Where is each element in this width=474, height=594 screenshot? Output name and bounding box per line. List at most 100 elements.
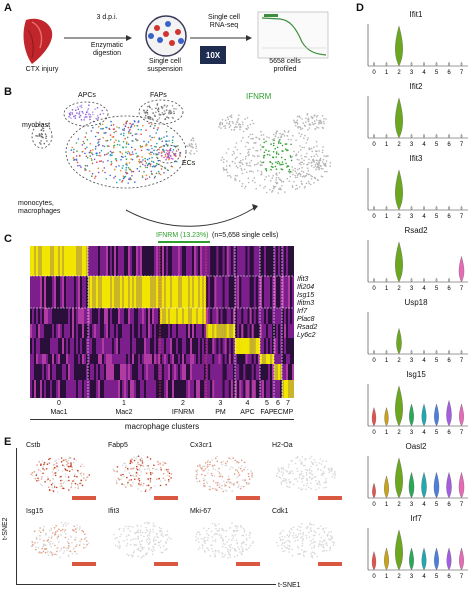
feature-color-legend <box>154 562 178 566</box>
feature-gene-title: Cx3cr1 <box>190 442 213 449</box>
feature-plot <box>30 456 96 500</box>
tsne2-axis-line <box>16 448 17 584</box>
arrow2-label-top: Single cell RNA-seq <box>208 14 240 29</box>
knee-plot-thumbnail <box>257 11 329 59</box>
heatmap-gene-list: Ifit3 Ifi204 Isg15 Ifitm3 Irf7 Plac8 Rsa… <box>297 276 347 340</box>
violin-shape <box>371 551 377 571</box>
cluster-name: Mac2 <box>115 409 133 416</box>
panel-label-c: C <box>4 233 12 245</box>
violin-shape <box>395 25 403 67</box>
violin-tick-label: 1 <box>385 502 389 508</box>
violin-plot: 0 1 2 3 4 5 6 7 <box>367 312 468 364</box>
cluster-name: EC <box>273 409 283 416</box>
violin-tick-label: 1 <box>385 358 389 364</box>
violin-shape <box>459 403 464 427</box>
violin-shape <box>395 457 403 499</box>
feature-plot <box>195 455 260 500</box>
violin-tick-label: 3 <box>410 358 414 364</box>
violin-tick-label: 6 <box>447 70 451 76</box>
violin-shape <box>395 385 403 427</box>
violin-shape <box>373 205 375 211</box>
violin-shape <box>373 61 375 67</box>
cluster-number: 7 <box>286 400 290 407</box>
cluster-axis-line <box>30 419 294 420</box>
violin-shape <box>435 277 438 283</box>
violin-tick-label: 3 <box>410 214 414 220</box>
cluster-number: 2 <box>181 400 185 407</box>
cluster-label-myoblast: myoblast <box>22 122 51 129</box>
cluster-label-monocytes: monocytes, macrophages <box>18 200 61 215</box>
ifnrm-percentage: IFNRM (13.23%) <box>156 232 209 239</box>
cluster-name: MP <box>282 409 294 416</box>
violin-tick-label: 0 <box>372 430 376 436</box>
violin-tick-label: 2 <box>397 142 401 148</box>
violin-shape <box>448 133 450 139</box>
violin-gene-title: Rsad2 <box>404 226 428 235</box>
violin-tick-label: 1 <box>385 70 389 76</box>
violin-tick-label: 2 <box>397 70 401 76</box>
svg-text:10X: 10X <box>206 51 221 60</box>
violin-shape <box>395 241 403 283</box>
violin-shape <box>423 133 425 139</box>
violin-shape <box>423 205 425 211</box>
violin-tick-label: 2 <box>397 286 401 292</box>
violin-shape <box>448 61 450 67</box>
violin-tick-label: 2 <box>397 214 401 220</box>
cluster-name: APC <box>240 409 255 416</box>
arrow1-label-top: 3 d.p.i. <box>96 14 118 21</box>
violin-tick-label: 3 <box>410 502 414 508</box>
violin-shape <box>423 61 425 67</box>
violin-tick-label: 1 <box>385 430 389 436</box>
violin-shape <box>410 61 413 67</box>
violin-tick-label: 4 <box>422 286 426 292</box>
tsne-ifnrm-plot <box>185 113 332 194</box>
cluster-axis-title: macrophage clusters <box>124 422 200 431</box>
violin-tick-label: 6 <box>447 430 451 436</box>
violin-tick-label: 1 <box>385 142 389 148</box>
violin-shape <box>384 475 389 499</box>
violin-panel: Ifit1 0 1 2 3 4 5 6 7 Ifit2 0 1 2 3 4 5 6 7 Ifit3 0 1 2 3 4 5 6 7 R… <box>360 10 472 594</box>
feature-color-legend <box>72 496 96 500</box>
violin-tick-label: 4 <box>422 214 426 220</box>
feature-plot <box>112 455 178 500</box>
violin-shape <box>373 133 375 139</box>
feature-gene-title: H2-Oa <box>272 442 293 449</box>
violin-shape <box>410 349 413 355</box>
violin-tick-label: 6 <box>447 502 451 508</box>
violin-shape <box>410 277 413 283</box>
violin-gene-title: Oasl2 <box>405 442 427 451</box>
gene-ifitm3: Ifitm3 <box>297 300 315 307</box>
feature-gene-title: Fabp5 <box>108 442 128 449</box>
violin-shape <box>435 205 438 211</box>
violin-shape <box>395 97 403 139</box>
violin-tick-label: 2 <box>397 502 401 508</box>
cluster-label-faps: FAPs <box>150 92 167 99</box>
cluster-label-ecs: ECs <box>182 160 196 167</box>
violin-shape <box>410 205 413 211</box>
violin-tick-label: 6 <box>447 358 451 364</box>
violin-shape <box>409 403 414 427</box>
arrow1-label-bottom: Enzymatic digestion <box>90 42 124 57</box>
violin-shape <box>373 277 375 283</box>
gene-isg15: Isg15 <box>297 292 315 299</box>
violin-tick-label: 3 <box>410 70 414 76</box>
violin-tick-label: 5 <box>435 142 439 148</box>
cluster-number: 6 <box>276 400 280 407</box>
violin-shape <box>435 133 438 139</box>
feature-plots: Cstb Fabp5 Cx3cr1 H2-Oa Isg15 Ifit3 Mki-67 Cdk1 <box>12 438 348 594</box>
violin-tick-label: 4 <box>422 358 426 364</box>
feature-color-legend <box>318 496 342 500</box>
cluster-axis: 0 Mac1 1 Mac2 2 IFNRM 3 PM 4 APC 5 FAP 6 EC 7 MP macroph… <box>30 400 294 436</box>
heatmap <box>30 246 295 398</box>
panel-label-a: A <box>4 2 12 14</box>
violin-gene-title: Ifit1 <box>409 10 423 19</box>
panel-label-d: D <box>356 2 364 14</box>
gene-rsad2: Rsad2 <box>297 324 318 331</box>
violin-tick-label: 3 <box>410 142 414 148</box>
cluster-number: 0 <box>57 400 61 407</box>
violin-shape <box>433 471 440 499</box>
violin-gene-title: Isg15 <box>406 370 426 379</box>
tsne1-axis-line <box>16 584 276 585</box>
panel-label-e: E <box>4 436 12 448</box>
violin-shape <box>435 349 438 355</box>
